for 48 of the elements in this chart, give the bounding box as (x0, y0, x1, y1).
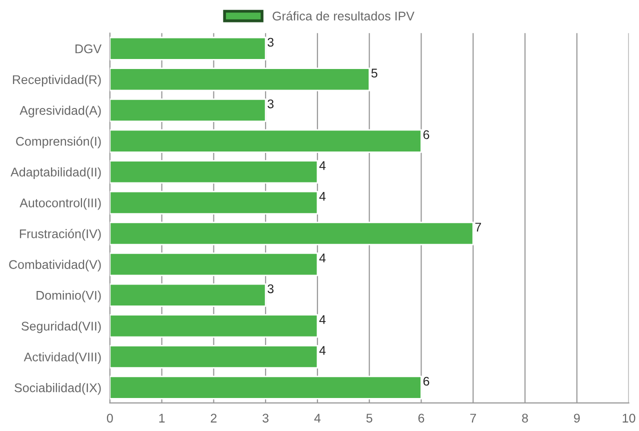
x-tick-label: 10 (622, 414, 636, 423)
y-tick-label: DGV (76, 44, 102, 54)
y-tick-label: Dominio(VI) (36, 290, 101, 302)
data-label: 7 (475, 222, 481, 232)
y-tick-label: Adaptabilidad(II) (10, 167, 101, 179)
data-label: 5 (371, 68, 378, 78)
x-tick-label: 4 (314, 414, 321, 422)
data-label: 4 (319, 161, 326, 170)
x-tick-label: 0 (106, 414, 113, 423)
data-label: 6 (423, 376, 430, 386)
legend-label: Gráfica de resultados IPV (272, 11, 414, 20)
y-tick-label: Autocontrol(III) (20, 198, 101, 210)
x-tick-label: 6 (418, 414, 424, 423)
data-label: 3 (268, 284, 274, 294)
y-tick-label: Sociabilidad(IX) (14, 383, 101, 395)
x-tick-label: 8 (522, 414, 528, 423)
y-tick-label: Combatividad(V) (9, 260, 101, 272)
x-tick-label: 7 (470, 414, 476, 422)
y-tick-label: Frustración(IV) (20, 228, 101, 241)
bar (110, 252, 318, 276)
x-tick-label: 9 (574, 414, 580, 423)
bar (110, 283, 266, 307)
data-label: 4 (319, 192, 326, 201)
bar (110, 36, 266, 60)
x-tick-label: 2 (210, 414, 217, 422)
y-tick-label: Seguridad(VII) (22, 321, 101, 334)
data-label: 3 (268, 99, 274, 108)
data-label: 6 (423, 130, 430, 140)
bar (110, 314, 318, 338)
data-label: 4 (319, 254, 326, 262)
x-tick-label: 3 (262, 414, 268, 423)
bar (110, 98, 266, 122)
y-tick-label: Agresividad(A) (20, 106, 101, 118)
y-tick-label: Actividad(VIII) (24, 352, 101, 364)
bar (110, 190, 318, 214)
bar (110, 160, 318, 184)
y-tick-label: Comprensión(I) (16, 136, 101, 148)
bar (110, 344, 318, 369)
x-tick-label: 1 (159, 414, 165, 422)
data-label: 4 (319, 315, 326, 324)
bar (110, 129, 422, 153)
bar (110, 222, 474, 246)
bar (110, 68, 370, 92)
data-label: 3 (268, 38, 274, 47)
x-tick-label: 5 (366, 414, 372, 423)
data-label: 4 (319, 346, 326, 355)
bar (110, 376, 422, 400)
y-tick-label: Receptividad(R) (12, 74, 101, 87)
